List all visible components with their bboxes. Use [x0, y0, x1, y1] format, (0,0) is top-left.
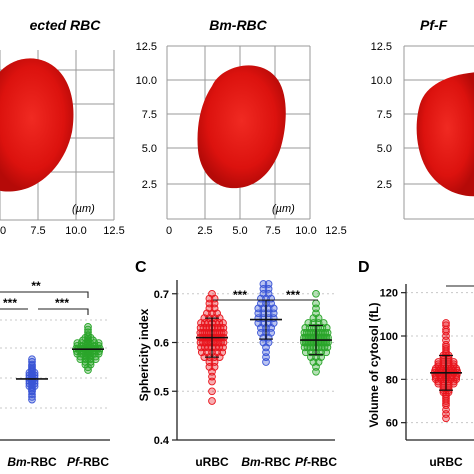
bm-y-tick-0: 12.5	[136, 41, 157, 53]
panel-d-gridlines	[406, 292, 474, 424]
bm-x-tick-2: 5.0	[232, 225, 247, 237]
panel-c-points	[196, 280, 332, 405]
bm-y-tick-3: 5.0	[142, 143, 157, 155]
pf-y-tick-4: 2.5	[377, 179, 392, 191]
panel-b: ** *** *** Bm-RBC Pf-RBC	[0, 279, 110, 469]
panel-b-x-label-1: Pf-RBC	[67, 455, 109, 469]
bm-y-tick-1: 10.0	[136, 75, 157, 87]
panel-d-y-tick-label: 60	[386, 418, 398, 430]
panel-d-y-ticks: 120 100 80 60	[380, 288, 406, 430]
panel-d-urbc-point	[449, 377, 458, 386]
panel-d-ylabel: Volume of cytosol (fL)	[367, 302, 381, 427]
urbc-x-tick-2: 10.0	[65, 225, 86, 237]
panel-c-y-tick-label: 0.6	[154, 338, 169, 350]
panel-c-urbc-point	[208, 387, 216, 396]
panel-c-y-tick-label: 0.4	[154, 435, 170, 447]
panel-c-sig-0: ***	[233, 288, 247, 302]
panel-c-urbc-point	[219, 338, 228, 347]
panel-c-y-tick-label: 0.5	[154, 386, 169, 398]
panel-b-sig-1: ***	[3, 296, 17, 310]
urbc-x-tick-1: 7.5	[30, 225, 45, 237]
bm-x-tick-3: 7.5	[265, 225, 280, 237]
panel-c-y-ticks: 0.7 0.6 0.5 0.4	[154, 289, 177, 447]
unit-label-urbc: (µm)	[72, 203, 95, 215]
panel-c-x-label-2: Pf-RBC	[295, 455, 337, 469]
bm-x-tick-5: 12.5	[325, 225, 346, 237]
panel-bm-3d: Bm-RBC (µm) 12.5 10.0 7.5 5.0 2.5 0 2.5 …	[136, 17, 347, 237]
panel-c-urbc-point	[208, 397, 216, 405]
panel-b-pf-rbc-point	[84, 323, 92, 331]
bm-x-tick-0: 0	[166, 225, 172, 237]
cell-pf	[416, 72, 474, 197]
panel-d-urbc-point	[442, 392, 450, 401]
panel-d-x-label: uRBC	[429, 455, 463, 469]
pf-y-tick-3: 5.0	[377, 143, 392, 155]
panel-b-pf-rbc-point	[86, 333, 95, 342]
panel-d-y-tick-label: 100	[380, 331, 398, 343]
cell-bm	[197, 65, 286, 189]
panel-c-pf-rbc-point	[312, 299, 320, 308]
bm-x-tick-1: 2.5	[197, 225, 212, 237]
panel-c-urbc-point	[219, 324, 228, 332]
bm-y-tick-4: 2.5	[142, 179, 157, 191]
panel-c-ylabel: Sphericity index	[137, 308, 151, 401]
panel-d-y-tick-label: 120	[380, 288, 398, 300]
panel-d-letter: D	[358, 259, 370, 276]
panel-b-x-label-0: Bm-RBC	[7, 455, 57, 469]
urbc-x-tick-3: 12.5	[103, 225, 124, 237]
panel-b-bm-rbc-point	[28, 369, 36, 378]
panel-c-bm-rbc-point	[264, 280, 273, 288]
panel-c-bm-rbc-point	[259, 280, 268, 288]
panel-b-bm-rbc-point	[28, 355, 36, 364]
panel-b-pf-rbc-point	[94, 339, 103, 347]
panel-b-pf-rbc-point	[91, 355, 100, 364]
panel-pf-3d: Pf-F 12.5 10.0 7.5 5.0 2.5	[371, 17, 474, 220]
panel-b-bm-rbc-point	[28, 358, 36, 366]
panel-b-sig-2: ***	[55, 296, 69, 310]
panel-b-pf-rbc-point	[84, 325, 92, 334]
panel-c-pf-rbc-point	[312, 289, 320, 298]
panel-b-bm-rbc-point	[28, 395, 36, 404]
title-bm: Bm-RBC	[209, 17, 267, 33]
panel-b-bracket-2	[38, 308, 89, 315]
pf-y-tick-2: 7.5	[377, 109, 392, 121]
panel-c-sig-1: ***	[286, 288, 300, 302]
panel-c-bm-rbc-point	[269, 304, 278, 313]
panel-c-x-label-1: Bm-RBC	[241, 455, 291, 469]
bm-y-tick-2: 7.5	[142, 109, 157, 121]
panel-d-points	[430, 319, 462, 423]
panel-b-bracket-0	[0, 291, 89, 298]
panel-b-bm-rbc-point	[28, 360, 36, 369]
panel-c-x-label-0: uRBC	[195, 455, 229, 469]
panel-c-urbc-point	[208, 289, 216, 298]
bm-x-tick-4: 10.0	[295, 225, 316, 237]
panel-c-y-tick-label: 0.7	[154, 289, 169, 301]
panel-c-pf-rbc-point	[322, 348, 331, 357]
panel-c-pf-rbc-point	[317, 353, 325, 361]
panel-c-bm-rbc-point	[267, 328, 275, 337]
panel-c: C Sphericity index 0.70.60.50.4 *** *** …	[135, 259, 337, 469]
panel-d-urbc-point	[442, 319, 450, 327]
panel-d-urbc-point	[442, 321, 450, 330]
panel-d-urbc-point	[449, 358, 458, 366]
panel-d-urbc-point	[449, 360, 458, 369]
panel-b-points	[16, 323, 104, 404]
panel-c-bm-rbc-point	[269, 319, 278, 327]
panel-d-urbc-point	[449, 379, 458, 388]
title-pf: Pf-F	[420, 17, 448, 33]
panel-c-letter: C	[135, 259, 147, 276]
urbc-x-tick-0: 0	[0, 225, 6, 237]
panel-b-sig-0: **	[31, 279, 41, 293]
panel-d: D Volume of cytosol (fL) 120 100 80 60 uRBC	[358, 259, 474, 469]
unit-label-bm: (µm)	[272, 203, 295, 215]
panel-d-y-tick-label: 80	[386, 374, 398, 386]
pf-y-tick-1: 10.0	[371, 75, 392, 87]
panel-c-pf-rbc-point	[319, 319, 328, 327]
pf-y-tick-0: 12.5	[371, 41, 392, 53]
panel-urbc-3d: ected RBC (µm) 0 7.5 10.0 12.5	[0, 17, 125, 237]
title-urbc: ected RBC	[30, 17, 102, 33]
cell-urbc	[0, 58, 74, 192]
